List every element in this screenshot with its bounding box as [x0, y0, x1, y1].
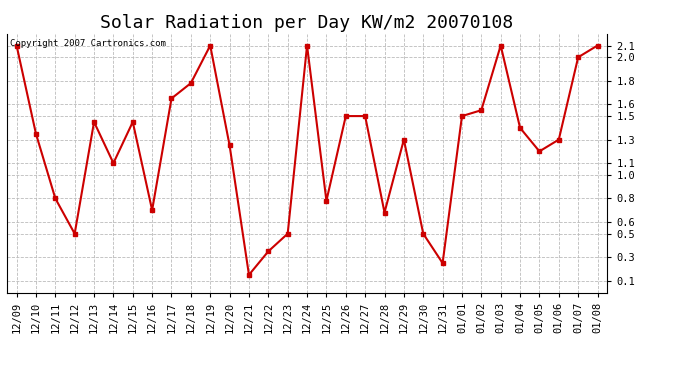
Title: Solar Radiation per Day KW/m2 20070108: Solar Radiation per Day KW/m2 20070108 — [101, 14, 513, 32]
Text: Copyright 2007 Cartronics.com: Copyright 2007 Cartronics.com — [10, 39, 166, 48]
